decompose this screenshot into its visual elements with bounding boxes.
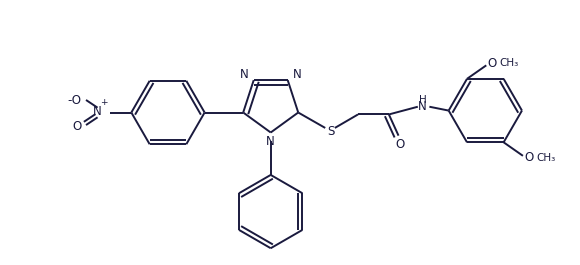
Text: -O: -O	[67, 94, 81, 107]
Text: O: O	[72, 121, 81, 134]
Text: O: O	[396, 138, 405, 151]
Text: N: N	[293, 68, 302, 81]
Text: N: N	[240, 68, 248, 81]
Text: CH₃: CH₃	[500, 58, 519, 68]
Text: S: S	[327, 125, 335, 138]
Text: O: O	[524, 151, 534, 164]
Text: +: +	[100, 98, 108, 107]
Text: N: N	[93, 105, 102, 118]
Text: N: N	[418, 100, 427, 113]
Text: H: H	[419, 95, 426, 105]
Text: N: N	[266, 135, 275, 148]
Text: CH₃: CH₃	[536, 153, 556, 163]
Text: O: O	[487, 57, 496, 70]
